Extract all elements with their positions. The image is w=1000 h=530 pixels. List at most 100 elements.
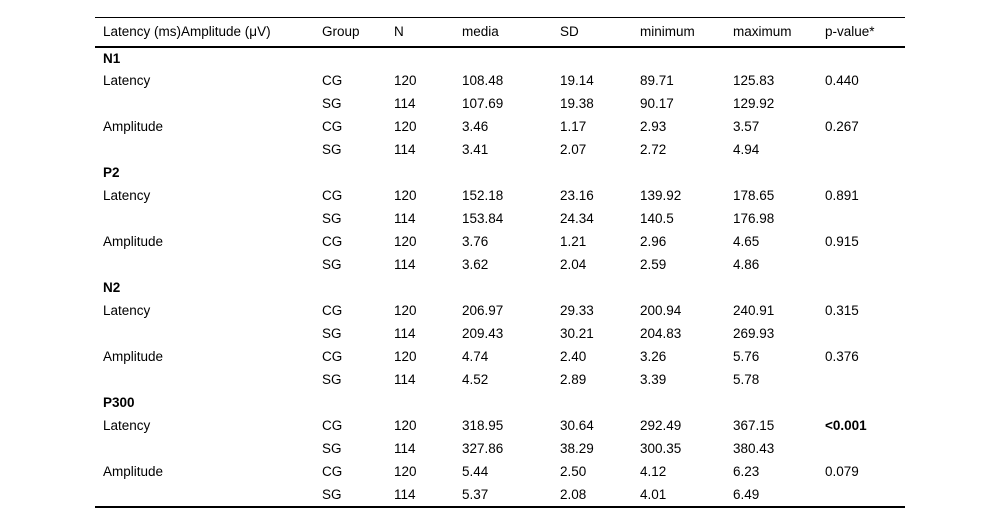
cell-sd: 2.40 <box>560 349 587 365</box>
cell-n: 114 <box>394 142 416 158</box>
cell-group: SG <box>322 96 342 112</box>
cell-max: 240.91 <box>733 303 775 319</box>
cell-p: 0.267 <box>825 119 859 135</box>
cell-min: 200.94 <box>640 303 682 319</box>
cell-media: 153.84 <box>462 211 504 227</box>
cell-group: SG <box>322 486 342 502</box>
cell-media: 3.41 <box>462 142 489 158</box>
section-row: N2 <box>95 277 905 300</box>
cell-min: 300.35 <box>640 441 682 457</box>
cell-label <box>95 369 322 392</box>
section-row: P300 <box>95 392 905 415</box>
cell-n: 120 <box>394 303 417 319</box>
cell-label: Amplitude <box>103 234 164 250</box>
section-label: N2 <box>103 280 121 296</box>
cell-media: 3.46 <box>462 119 489 135</box>
cell-media: 4.52 <box>462 372 489 388</box>
cell-min: 90.17 <box>640 96 674 112</box>
cell-label: Amplitude <box>103 349 164 365</box>
cell-min: 140.5 <box>640 211 674 227</box>
cell-group: CG <box>322 234 343 250</box>
table-row: Latency CG 120 152.18 23.16 139.92 178.65 0.891 <box>95 185 905 208</box>
cell-n: 114 <box>394 372 416 388</box>
cell-media: 108.48 <box>462 73 504 89</box>
cell-media: 107.69 <box>462 96 504 112</box>
cell-n: 120 <box>394 418 417 434</box>
header-group: Group <box>322 17 394 48</box>
cell-p: 0.079 <box>825 464 859 480</box>
cell-label: Latency <box>103 418 151 434</box>
cell-n: 120 <box>394 234 417 250</box>
table-row: SG 114 327.86 38.29 300.35 380.43 <box>95 438 905 461</box>
cell-n: 114 <box>394 257 416 273</box>
cell-min: 292.49 <box>640 418 682 434</box>
cell-sd: 19.14 <box>560 73 594 89</box>
cell-media: 152.18 <box>462 188 504 204</box>
cell-sd: 23.16 <box>560 188 594 204</box>
table-row: SG 114 107.69 19.38 90.17 129.92 <box>95 93 905 116</box>
cell-label: Amplitude <box>103 464 164 480</box>
section-label: N1 <box>103 50 121 66</box>
cell-p: <0.001 <box>825 418 867 434</box>
cell-group: SG <box>322 441 342 457</box>
table-row: Amplitude CG 120 3.46 1.17 2.93 3.57 0.267 <box>95 116 905 139</box>
header-minimum: minimum <box>640 17 733 48</box>
cell-max: 5.78 <box>733 372 760 388</box>
cell-sd: 2.07 <box>560 142 587 158</box>
cell-media: 327.86 <box>462 441 504 457</box>
cell-group: CG <box>322 349 343 365</box>
cell-p: 0.376 <box>825 349 859 365</box>
cell-label <box>95 323 322 346</box>
cell-min: 2.96 <box>640 234 667 250</box>
cell-sd: 29.33 <box>560 303 594 319</box>
cell-label: Latency <box>103 303 151 319</box>
header-maximum: maximum <box>733 17 825 48</box>
cell-min: 2.59 <box>640 257 667 273</box>
cell-media: 3.76 <box>462 234 489 250</box>
section-label: P2 <box>103 165 120 181</box>
cell-label <box>95 93 322 116</box>
cell-group: CG <box>322 188 343 204</box>
cell-label: Latency <box>103 188 151 204</box>
cell-sd: 30.64 <box>560 418 594 434</box>
table-row: Latency CG 120 318.95 30.64 292.49 367.15 <0.00… <box>95 415 905 438</box>
table-row: Amplitude CG 120 3.76 1.21 2.96 4.65 0.915 <box>95 231 905 254</box>
table-row: Latency CG 120 206.97 29.33 200.94 240.91 0.315 <box>95 300 905 323</box>
cell-sd: 1.17 <box>560 119 587 135</box>
cell-n: 120 <box>394 73 417 89</box>
cell-min: 89.71 <box>640 73 674 89</box>
cell-max: 3.57 <box>733 119 760 135</box>
cell-group: CG <box>322 73 343 89</box>
cell-min: 2.93 <box>640 119 667 135</box>
cell-p <box>825 323 905 346</box>
cell-min: 139.92 <box>640 188 682 204</box>
table-row: SG 114 4.52 2.89 3.39 5.78 <box>95 369 905 392</box>
cell-label <box>95 254 322 277</box>
cell-group: SG <box>322 211 342 227</box>
cell-n: 114 <box>394 96 416 112</box>
cell-p <box>825 254 905 277</box>
cell-p <box>825 369 905 392</box>
table-row: Amplitude CG 120 5.44 2.50 4.12 6.23 0.079 <box>95 461 905 484</box>
cell-media: 5.44 <box>462 464 489 480</box>
cell-max: 4.65 <box>733 234 760 250</box>
header-n: N <box>394 17 462 48</box>
cell-sd: 2.50 <box>560 464 587 480</box>
cell-label: Amplitude <box>103 119 164 135</box>
header-sd: SD <box>560 17 640 48</box>
cell-group: SG <box>322 142 342 158</box>
table-row: SG 114 209.43 30.21 204.83 269.93 <box>95 323 905 346</box>
results-table: Latency (ms)Amplitude (μV) Group N media… <box>95 17 905 508</box>
cell-group: SG <box>322 326 342 342</box>
header-measure: Latency (ms)Amplitude (μV) <box>95 17 322 48</box>
cell-group: SG <box>322 257 342 273</box>
cell-n: 120 <box>394 119 417 135</box>
cell-media: 318.95 <box>462 418 504 434</box>
cell-p <box>825 208 905 231</box>
cell-min: 2.72 <box>640 142 667 158</box>
cell-max: 269.93 <box>733 326 775 342</box>
cell-max: 4.94 <box>733 142 760 158</box>
cell-max: 367.15 <box>733 418 775 434</box>
header-p-value: p-value* <box>825 17 905 48</box>
